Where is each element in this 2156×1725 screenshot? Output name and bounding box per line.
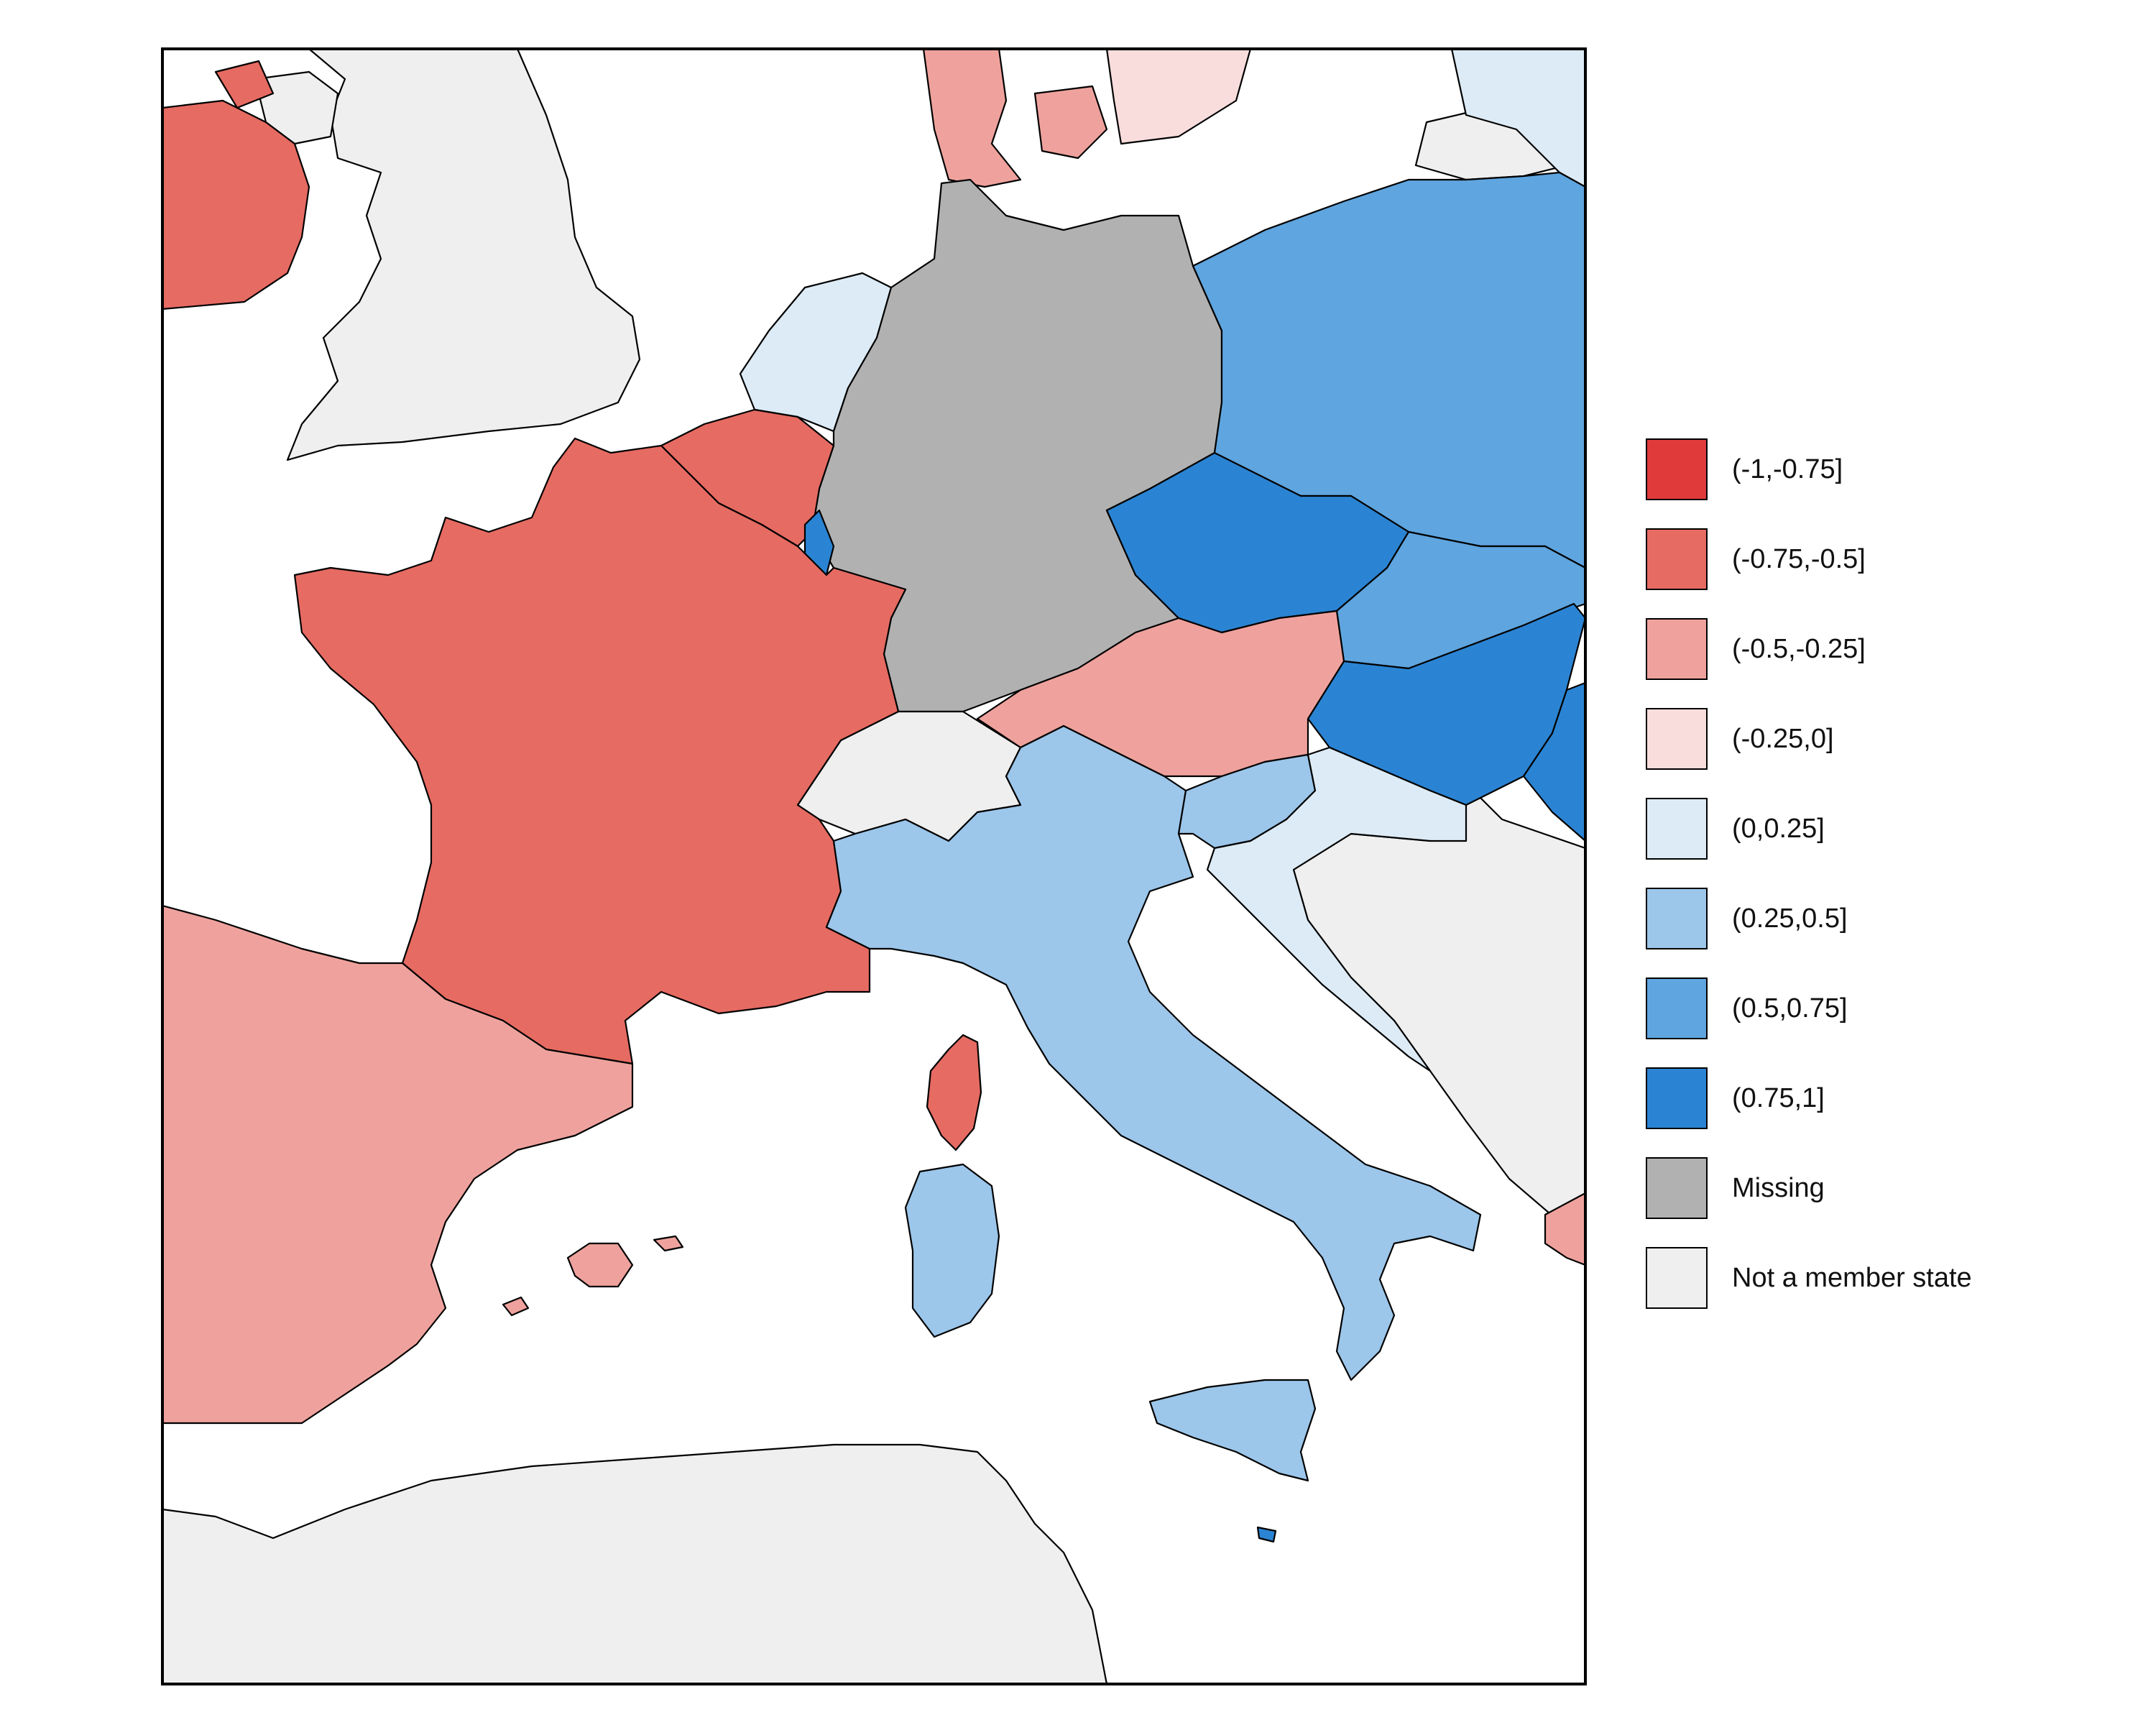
region-united-kingdom — [286, 49, 641, 461]
legend-label: (0.5,0.75] — [1732, 993, 1848, 1024]
legend-swatch — [1646, 978, 1708, 1039]
region-sardinia — [904, 1163, 1000, 1338]
region-balearic-minorca — [653, 1235, 684, 1252]
legend-label: Missing — [1732, 1172, 1825, 1203]
legend-item: (-0.75,-0.5] — [1646, 527, 2106, 592]
legend-label: (0.25,0.5] — [1732, 903, 1848, 934]
region-corsica — [926, 1034, 982, 1151]
region-ireland-north — [214, 60, 275, 109]
legend-item: Missing — [1646, 1156, 2106, 1220]
legend-item: (0.75,1] — [1646, 1066, 2106, 1131]
legend-label: (0.75,1] — [1732, 1082, 1825, 1113]
legend-label: (-0.75,-0.5] — [1732, 543, 1866, 574]
region-spain — [162, 904, 634, 1425]
legend-swatch — [1646, 798, 1708, 860]
legend-item: (0.5,0.75] — [1646, 976, 2106, 1041]
region-malta — [1256, 1526, 1277, 1543]
region-france — [293, 437, 907, 1065]
region-romania — [1522, 681, 1585, 842]
legend-item: (-0.5,-0.25] — [1646, 617, 2106, 681]
region-greece — [1544, 1192, 1585, 1266]
legend-swatch — [1646, 1247, 1708, 1309]
legend-label: Not a member state — [1732, 1262, 1972, 1293]
legend-item: Not a member state — [1646, 1246, 2106, 1310]
legend: (-1,-0.75] (-0.75,-0.5] (-0.5,-0.25] (-0… — [1646, 437, 2106, 1335]
region-ireland — [162, 99, 310, 310]
legend-label: (-0.5,-0.25] — [1732, 633, 1866, 664]
map-frame — [161, 47, 1587, 1685]
region-italy — [825, 724, 1482, 1381]
legend-item: (-0.25,0] — [1646, 707, 2106, 771]
region-north-africa — [162, 1443, 1108, 1684]
legend-swatch — [1646, 888, 1708, 949]
legend-swatch — [1646, 1067, 1708, 1129]
legend-swatch — [1646, 438, 1708, 500]
legend-label: (-1,-0.75] — [1732, 454, 1843, 484]
legend-swatch — [1646, 1157, 1708, 1219]
legend-swatch — [1646, 528, 1708, 590]
region-denmark — [922, 49, 1022, 188]
legend-item: (-1,-0.75] — [1646, 437, 2106, 502]
region-balearic-islands — [566, 1242, 634, 1288]
legend-item: (0,0.25] — [1646, 796, 2106, 861]
legend-label: (0,0.25] — [1732, 813, 1825, 844]
legend-swatch — [1646, 708, 1708, 770]
region-sicily — [1148, 1379, 1317, 1482]
region-denmark-islands — [1033, 85, 1108, 160]
region-balearic-ibiza — [502, 1296, 530, 1317]
legend-item: (0.25,0.5] — [1646, 886, 2106, 951]
legend-label: (-0.25,0] — [1732, 723, 1834, 754]
region-croatia — [1206, 746, 1468, 1072]
region-sweden — [1105, 49, 1252, 145]
legend-swatch — [1646, 618, 1708, 680]
